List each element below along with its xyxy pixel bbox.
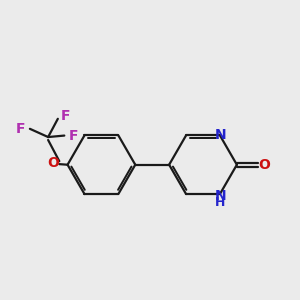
Text: N: N	[215, 188, 226, 203]
Text: H: H	[215, 196, 226, 209]
Text: F: F	[16, 122, 25, 136]
Text: F: F	[61, 109, 70, 123]
Text: N: N	[215, 128, 226, 142]
Text: F: F	[68, 129, 78, 142]
Text: O: O	[47, 156, 59, 170]
Text: O: O	[259, 158, 271, 172]
